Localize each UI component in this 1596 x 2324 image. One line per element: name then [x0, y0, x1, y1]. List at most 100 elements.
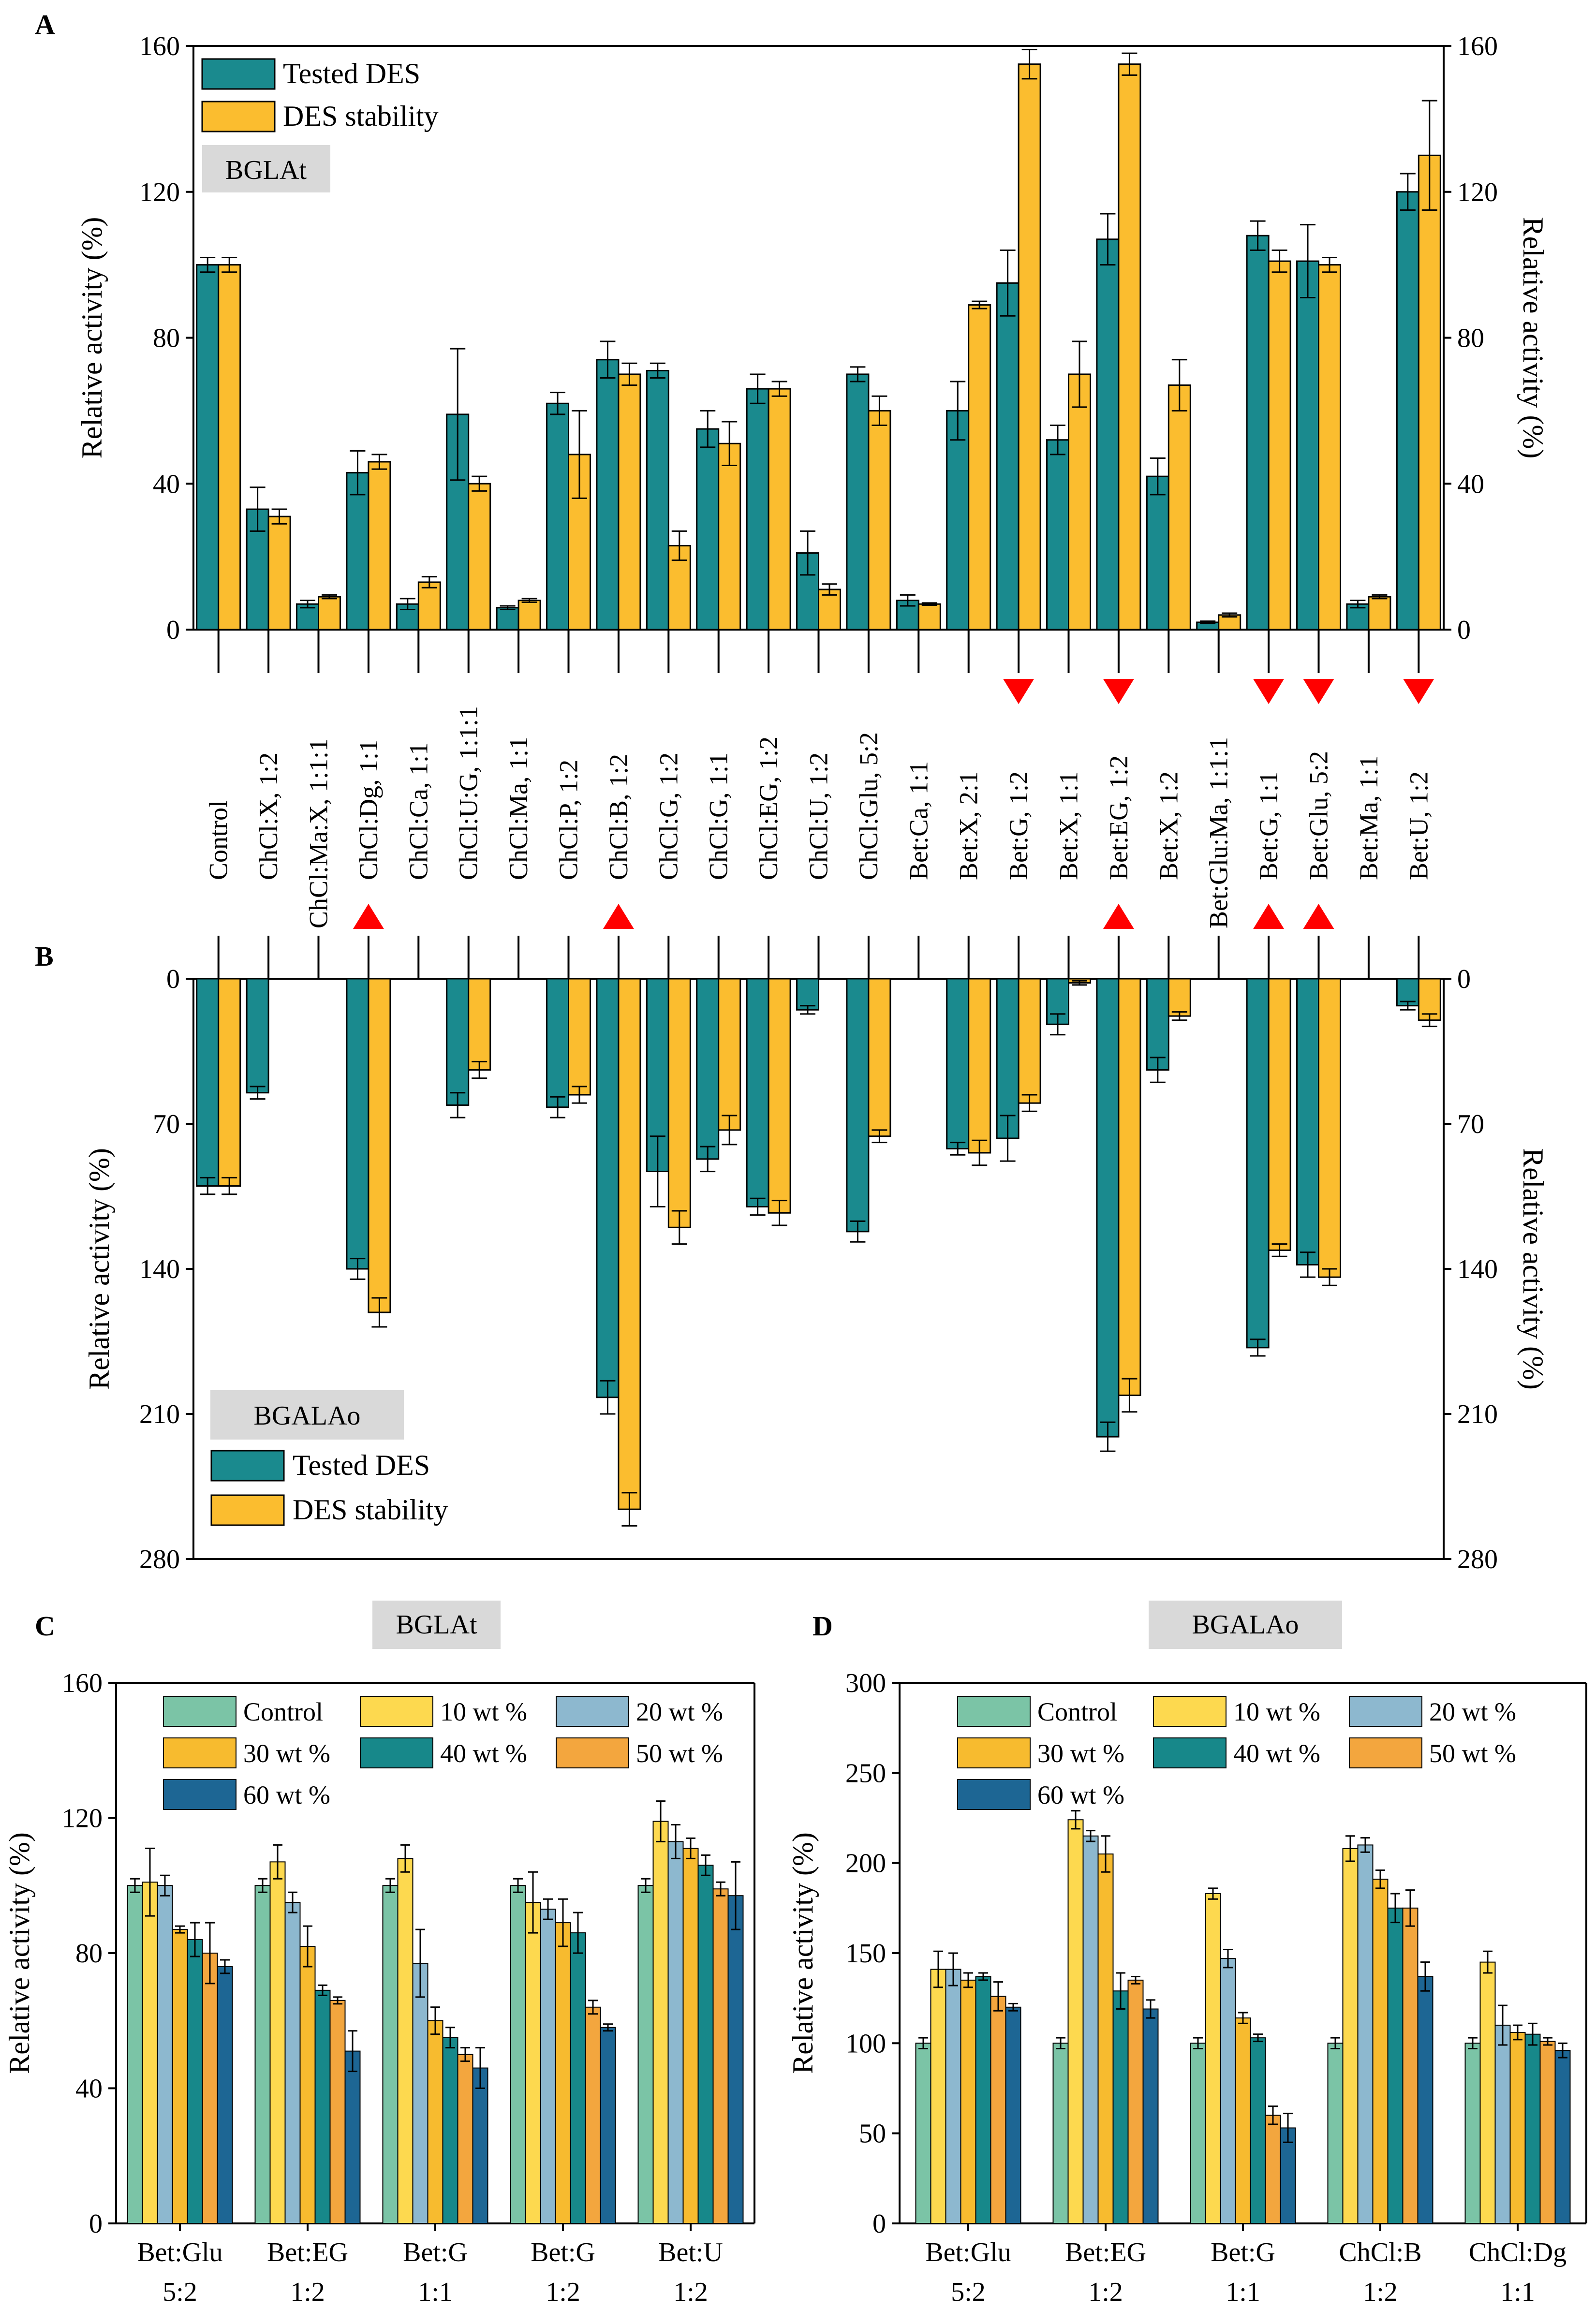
c-legend-label: 50 wt %	[636, 1739, 723, 1768]
c-legend-label: 20 wt %	[636, 1697, 723, 1726]
d-error	[1483, 1950, 1493, 1974]
b-bar-stability	[468, 978, 491, 1071]
d-bar	[1524, 2033, 1541, 2224]
c-error	[130, 1878, 140, 1893]
d-group-sublabel: 5:2	[951, 2277, 986, 2307]
b-error-tested	[250, 1086, 266, 1100]
b-bar-stability	[1318, 978, 1341, 1278]
d-group-sublabel: 1:1	[1500, 2277, 1535, 2307]
d-bar	[1127, 1979, 1144, 2224]
b-bar-stability	[1167, 978, 1191, 1017]
b-error-tested	[450, 1092, 466, 1118]
a-bar-stability	[718, 442, 741, 631]
a-error-tested	[600, 340, 616, 379]
b-ytick-label-right: 0	[1457, 964, 1471, 994]
c-ytick-label: 40	[75, 2074, 103, 2104]
d-error	[1513, 2024, 1522, 2041]
c-error	[641, 1878, 650, 1893]
b-error-tested	[750, 1197, 766, 1216]
a-enzyme-box	[202, 145, 330, 192]
d-error	[1193, 2037, 1203, 2050]
a-category-label: ChCl:Ma:X, 1:1:1	[304, 738, 333, 928]
a-bar-tested	[1096, 238, 1120, 631]
a-bar-stability	[1018, 63, 1041, 631]
a-category-label: Bet:EG, 1:2	[1104, 755, 1133, 880]
c-legend-label: 30 wt %	[243, 1739, 330, 1768]
d-error	[1468, 2037, 1478, 2050]
c-bar	[600, 2027, 616, 2224]
a-error-tested	[1050, 425, 1065, 456]
c-bar	[540, 1909, 556, 2224]
c-legend-label: 60 wt %	[243, 1780, 330, 1809]
d-ytick-label: 300	[845, 1668, 886, 1698]
a-error-tested	[1400, 173, 1416, 211]
b-bar-tested	[1146, 978, 1169, 1071]
b-ylabel: Relative activity (%)	[83, 1148, 115, 1390]
a-category-label: ChCl:Dg, 1:1	[354, 739, 383, 880]
c-error	[731, 1861, 740, 1930]
d-bar	[1205, 1893, 1221, 2224]
d-bar	[990, 1996, 1006, 2224]
b-bar-tested	[946, 978, 970, 1149]
a-bar-tested	[546, 402, 569, 631]
a-error-stability	[1171, 359, 1187, 412]
panel-label-d: D	[813, 1610, 833, 1642]
a-category-label: Control	[204, 800, 233, 880]
a-category-label: ChCl:Glu, 5:2	[854, 732, 883, 880]
d-error	[1360, 1837, 1370, 1853]
a-bar-stability	[267, 515, 291, 631]
b-bar-tested	[746, 978, 769, 1207]
d-bar	[1372, 1879, 1389, 2224]
a-category-label: Bet:U, 1:2	[1404, 771, 1433, 880]
c-error	[318, 1984, 327, 1996]
d-legend-label: Control	[1037, 1697, 1117, 1726]
d-bar	[1494, 2025, 1511, 2224]
a-category-label: ChCl:G, 1:2	[654, 752, 683, 880]
d-legend-label: 10 wt %	[1233, 1697, 1320, 1726]
c-group-label: Bet:G	[531, 2237, 595, 2267]
b-bar-tested	[596, 978, 620, 1398]
c-error	[175, 1925, 185, 1934]
d-error	[1238, 2012, 1248, 2024]
b-bar-tested	[996, 978, 1020, 1139]
d-ytick-label: 150	[845, 1939, 886, 1969]
d-error	[1071, 1810, 1080, 1830]
c-bar	[457, 2054, 473, 2224]
b-bar-tested	[196, 978, 220, 1187]
a-error-tested	[900, 594, 916, 607]
c-error	[603, 2023, 613, 2032]
b-bar-tested	[846, 978, 870, 1233]
d-ytick-label: 0	[872, 2209, 886, 2239]
c-error	[701, 1854, 710, 1876]
d-error	[1008, 2002, 1018, 2012]
d-bar	[1005, 2006, 1021, 2224]
c-legend-label: Control	[243, 1697, 323, 1726]
b-bar-stability	[968, 978, 991, 1154]
c-legend-swatch	[163, 1696, 236, 1727]
a-error-stability	[822, 583, 837, 596]
c-bar	[637, 1885, 654, 2224]
b-error-stability	[572, 1086, 587, 1104]
a-category-label: Bet:Ca, 1:1	[904, 761, 933, 880]
d-legend-swatch	[1153, 1696, 1227, 1727]
a-error-tested	[750, 373, 766, 404]
c-bar	[727, 1895, 744, 2224]
a-error-stability	[1271, 249, 1287, 273]
b-error-tested	[850, 1220, 866, 1243]
b-error-stability	[1421, 1013, 1437, 1028]
d-legend-swatch	[1153, 1737, 1227, 1768]
a-bar-stability	[218, 264, 241, 631]
b-bar-stability	[667, 978, 691, 1228]
d-error	[1086, 1830, 1095, 1842]
d-bar	[1190, 2043, 1206, 2224]
c-error	[190, 1922, 200, 1957]
b-error-tested	[200, 1177, 216, 1195]
a-error-stability	[921, 602, 937, 606]
c-error	[460, 2047, 470, 2062]
c-bar	[525, 1902, 541, 2224]
d-bar	[915, 2043, 931, 2224]
a-bar-stability	[1318, 264, 1341, 631]
a-category-label: ChCl:U, 1:2	[804, 752, 833, 880]
c-error	[445, 2027, 455, 2049]
d-error	[1528, 2022, 1537, 2046]
